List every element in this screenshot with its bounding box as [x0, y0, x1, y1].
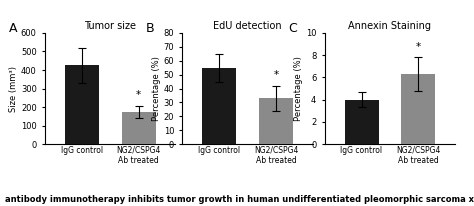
Title: Tumor size: Tumor size	[84, 21, 136, 31]
Text: A: A	[9, 22, 17, 35]
Text: antibody immunotherapy inhibits tumor growth in human undifferentiated pleomorph: antibody immunotherapy inhibits tumor gr…	[5, 195, 474, 204]
Y-axis label: Size (mm³): Size (mm³)	[9, 66, 18, 112]
Title: EdU detection: EdU detection	[213, 21, 282, 31]
Y-axis label: Percentage (%): Percentage (%)	[294, 56, 303, 121]
Y-axis label: Percentage (%): Percentage (%)	[152, 56, 161, 121]
Text: *: *	[136, 90, 141, 100]
Text: C: C	[288, 22, 297, 35]
Bar	[202, 68, 237, 144]
Text: *: *	[273, 70, 279, 80]
Text: B: B	[146, 22, 155, 35]
Bar	[259, 98, 293, 144]
Bar	[345, 100, 379, 144]
Bar	[401, 74, 435, 144]
Bar	[65, 65, 99, 144]
Title: Annexin Staining: Annexin Staining	[348, 21, 431, 31]
Bar	[121, 112, 155, 144]
Text: *: *	[416, 42, 421, 52]
